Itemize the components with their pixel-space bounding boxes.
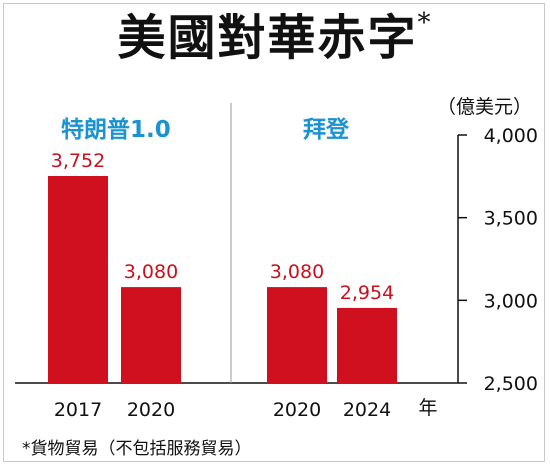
bar-value-label: 2,954	[340, 282, 394, 304]
x-category-label: 2020	[127, 399, 175, 421]
x-category-label: 2020	[273, 399, 321, 421]
x-category-label: 2017	[54, 399, 102, 421]
unit-label: （億美元）	[436, 96, 532, 118]
bar	[121, 287, 181, 383]
y-tick-label: 4,000	[484, 125, 538, 147]
bar	[267, 287, 327, 383]
group-label-trump: 特朗普1.0	[61, 117, 171, 143]
bar	[337, 307, 397, 383]
y-tick-label: 2,500	[484, 373, 538, 395]
bar-value-label: 3,080	[124, 261, 178, 283]
bar-value-label: 3,752	[51, 150, 105, 172]
x-category-label: 2024	[343, 399, 391, 421]
bar	[48, 176, 108, 383]
x-unit-label: 年	[418, 397, 437, 419]
bar-value-label: 3,080	[270, 261, 324, 283]
y-tick-label: 3,500	[484, 208, 538, 230]
chart-title: 美國對華赤字*	[117, 8, 433, 66]
title-footnote-mark: *	[417, 8, 433, 38]
group-label-biden: 拜登	[303, 117, 349, 143]
y-tick-label: 3,000	[484, 290, 538, 312]
chart-frame	[3, 3, 545, 462]
footnote: *貨物貿易（不包括服務貿易）	[22, 439, 252, 459]
